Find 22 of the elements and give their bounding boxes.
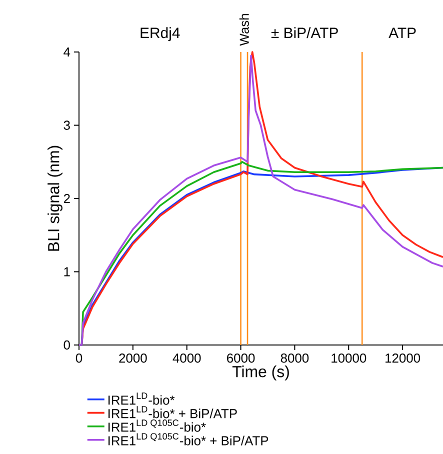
- x-tick-label: 6000: [227, 354, 255, 363]
- x-tick-label: 0: [76, 354, 82, 363]
- y-tick-label: 2: [64, 194, 70, 204]
- text: ERdj4: [140, 27, 180, 42]
- x-tick-label: 10000: [332, 354, 366, 363]
- legend-label: $\text{IRE1}^{\text{LD}}\text{-bio* + BiP/ATP}$: [108, 406, 237, 418]
- text: Wash: [239, 14, 249, 46]
- y-tick-label: 4: [64, 48, 70, 56]
- x-axis-title: Time (s): [232, 366, 289, 380]
- text: ATP: [388, 28, 416, 38]
- x-tick-label: 8000: [280, 354, 309, 363]
- legend-label: $\text{IRE1}^{\text{LD Q105C}}\text{-bio*}$: [108, 420, 206, 432]
- x-tick-label: 12000: [386, 354, 420, 363]
- legend-label: $\text{IRE1}^{\text{LD Q105C}}\text{-bio* + BiP/ATP}$: [108, 433, 268, 446]
- y-axis-title: BLI signal (nm): [48, 146, 62, 251]
- y-tick-label: 0: [64, 340, 70, 350]
- y-tick-label: 1: [64, 267, 70, 276]
- y-tick-label: 3: [64, 120, 70, 130]
- x-tick-label: 2000: [119, 354, 147, 363]
- x-tick-label: 4000: [172, 354, 201, 363]
- text: ± BiP/ATP: [271, 27, 338, 38]
- legend-label: $\text{IRE1}^{\text{LD}}\text{-bio*}$: [108, 392, 175, 405]
